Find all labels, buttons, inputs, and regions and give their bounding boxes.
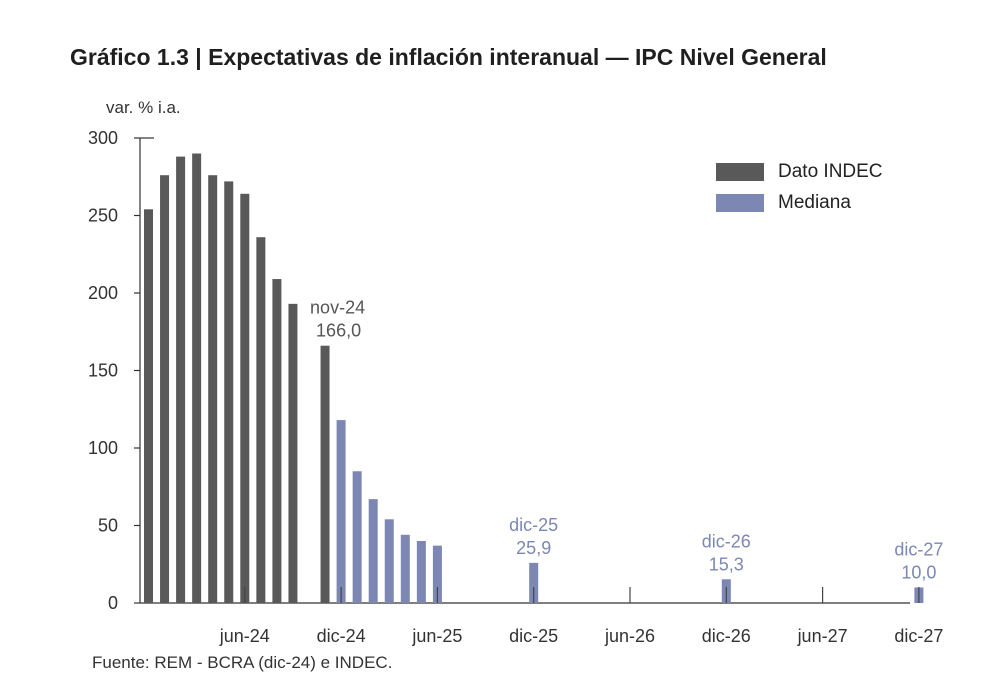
x-tick-label: dic-25	[509, 626, 558, 646]
bar-indec-jul-24	[256, 237, 266, 603]
bar-indec-dic-23	[144, 209, 153, 604]
chart-source-note: Fuente: REM - BCRA (dic-24) e INDEC.	[92, 653, 393, 672]
bar-indec-abr-24	[208, 175, 218, 603]
bar-indec-may-24	[224, 181, 234, 603]
y-tick-label: 200	[88, 283, 118, 303]
bar-mediana-mar-25	[384, 519, 394, 603]
annotation-value-dic-27: 10,0	[901, 563, 936, 583]
legend-item-mediana: Mediana	[716, 187, 883, 218]
legend-label-mediana: Mediana	[778, 191, 851, 213]
chart-title: Gráfico 1.3 | Expectativas de inflación …	[70, 44, 827, 70]
y-tick-label: 0	[108, 593, 118, 613]
legend-swatch-indec	[716, 162, 764, 181]
bar-mediana-feb-25	[368, 499, 378, 603]
bar-indec-nov-24	[320, 345, 330, 603]
x-tick-label: jun-26	[604, 626, 655, 646]
y-tick-label: 50	[98, 516, 118, 536]
bar-mediana-jun-25	[432, 545, 442, 603]
x-tick-label: jun-27	[797, 626, 848, 646]
x-tick-label: dic-27	[894, 626, 943, 646]
bar-indec-sep-24	[288, 303, 298, 603]
bar-mediana-ene-25	[352, 471, 362, 603]
annotation-label-dic-27: dic-27	[894, 540, 943, 560]
annotation-value-dic-25: 25,9	[516, 538, 551, 558]
annotation-label-dic-26: dic-26	[702, 531, 751, 551]
chart-legend: Dato INDEC Mediana	[716, 156, 883, 218]
y-tick-label: 150	[88, 361, 118, 381]
bar-indec-feb-24	[176, 156, 186, 603]
x-tick-label: dic-24	[317, 626, 366, 646]
legend-swatch-mediana	[716, 193, 764, 212]
annotation-value-dic-26: 15,3	[709, 554, 744, 574]
bar-indec-ago-24	[272, 279, 282, 603]
legend-label-indec: Dato INDEC	[778, 160, 883, 182]
x-tick-label: jun-24	[219, 626, 270, 646]
bar-indec-jun-24	[240, 193, 250, 604]
y-tick-label: 250	[88, 206, 118, 226]
x-tick-label: jun-25	[411, 626, 462, 646]
legend-item-indec: Dato INDEC	[716, 156, 883, 187]
bar-indec-mar-24	[192, 153, 202, 603]
bar-mediana-dic-24	[336, 420, 346, 603]
x-tick-label: dic-26	[702, 626, 751, 646]
annotation-label-nov-24: nov-24	[310, 298, 365, 318]
y-tick-label: 100	[88, 438, 118, 458]
bar-mediana-dic-25	[529, 562, 539, 603]
bar-mediana-may-25	[416, 541, 426, 603]
annotation-value-nov-24: 166,0	[316, 321, 361, 341]
annotation-label-dic-25: dic-25	[509, 515, 558, 535]
y-axis-unit-label: var. % i.a.	[106, 98, 181, 117]
y-tick-label: 300	[88, 128, 118, 148]
bar-mediana-abr-25	[400, 534, 410, 603]
bar-indec-ene-24	[160, 175, 170, 603]
